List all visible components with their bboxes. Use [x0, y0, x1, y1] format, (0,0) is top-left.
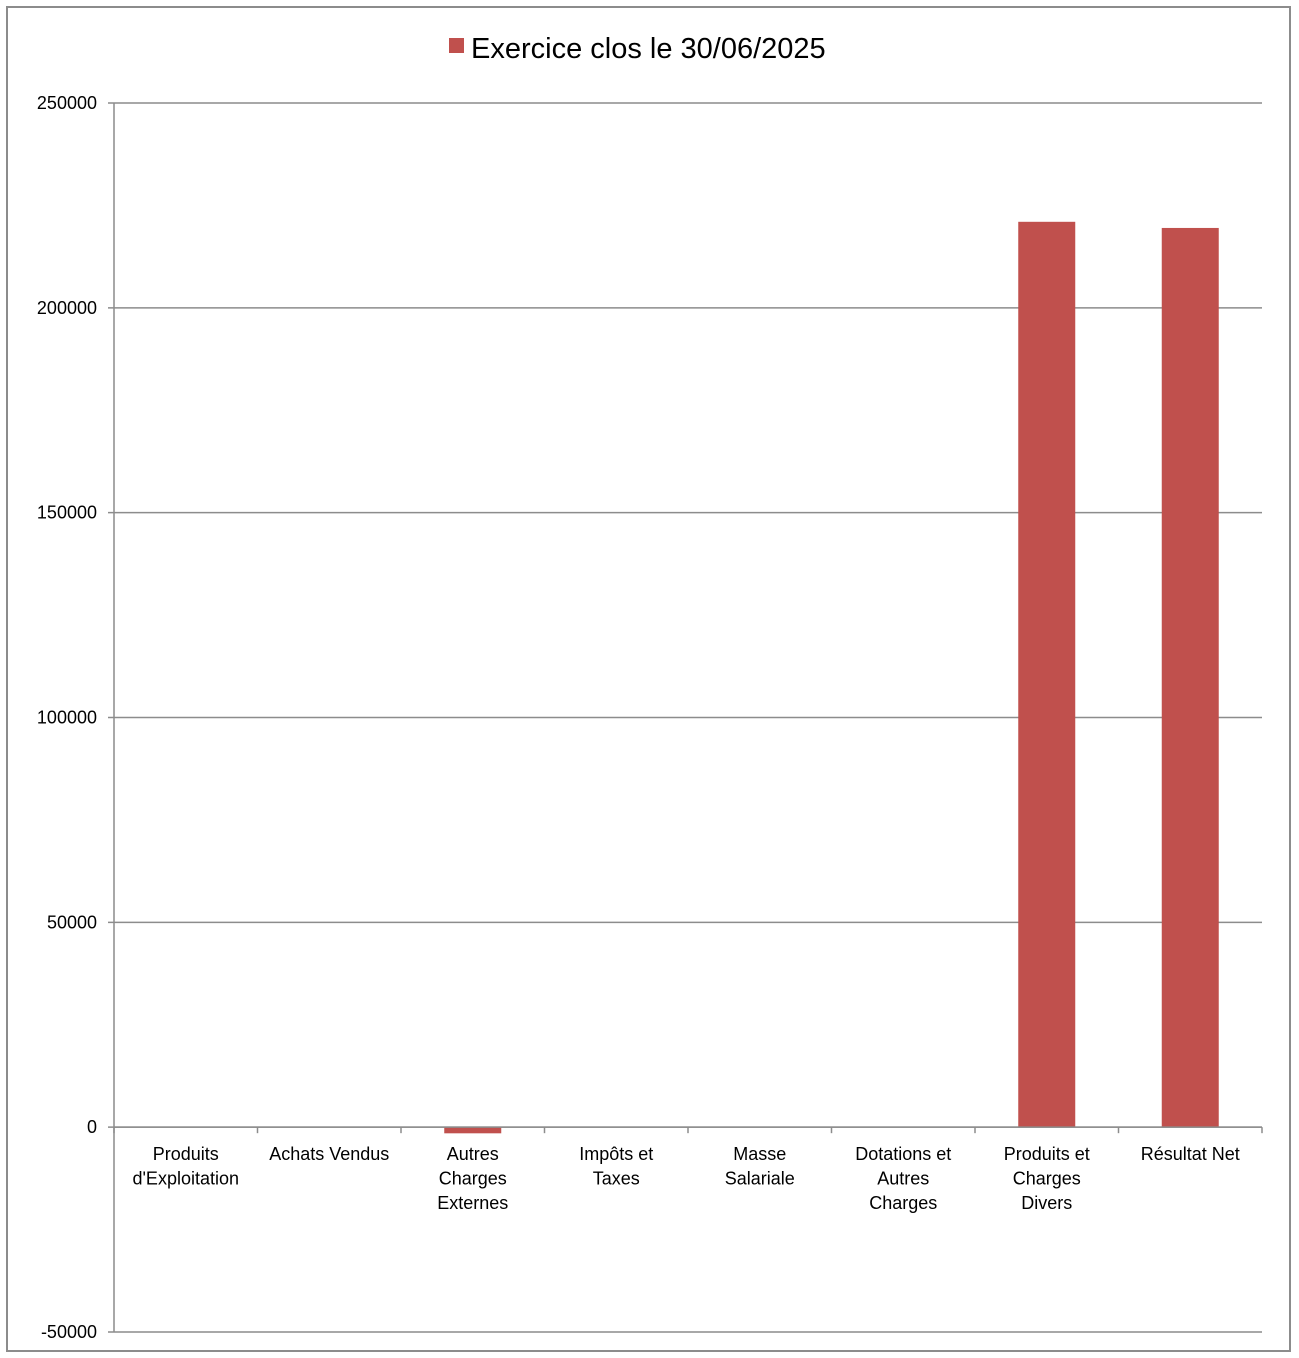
x-category-label-line: Salariale	[725, 1169, 795, 1189]
y-tick-label: 50000	[47, 912, 97, 932]
x-category-label-line: Charges	[1013, 1169, 1081, 1189]
x-category-label-line: Charges	[869, 1193, 937, 1213]
x-category-label: Dotations et Autres Charges	[855, 1144, 951, 1213]
y-tick-label: 100000	[37, 708, 97, 728]
y-tick-label: -50000	[41, 1322, 97, 1342]
y-tick-label: 250000	[37, 93, 97, 113]
x-category-label: Impôts et Taxes	[579, 1144, 653, 1189]
x-category-label-line: Achats Vendus	[269, 1144, 389, 1164]
legend: Exercice clos le 30/06/2025	[449, 33, 826, 65]
x-category-label: Résultat Net	[1141, 1144, 1240, 1164]
x-category-label-line: Produits	[153, 1144, 219, 1164]
y-axis-tick-labels: 250000 200000 150000 100000 50000 0 -50000	[37, 93, 97, 1342]
x-category-label-line: Impôts et	[579, 1144, 653, 1164]
x-category-label-line: Masse	[733, 1144, 786, 1164]
bars	[444, 221, 1219, 1134]
y-tick-label: 150000	[37, 503, 97, 523]
axes	[113, 103, 1263, 1332]
bar	[1018, 221, 1076, 1128]
x-category-label-line: Résultat Net	[1141, 1144, 1240, 1164]
y-tick-label: 0	[87, 1117, 97, 1137]
x-category-label-line: Produits et	[1004, 1144, 1090, 1164]
y-tick-label: 200000	[37, 298, 97, 318]
x-category-label: Achats Vendus	[269, 1144, 389, 1164]
x-category-label-line: Divers	[1021, 1193, 1072, 1213]
x-axis-category-labels: Produits d'Exploitation Achats Vendus Autre…	[132, 1144, 1239, 1213]
x-category-label: Masse Salariale	[725, 1144, 795, 1189]
x-category-label-line: d'Exploitation	[132, 1169, 239, 1189]
legend-swatch	[449, 38, 464, 53]
x-category-label-line: Dotations et	[855, 1144, 951, 1164]
x-category-label-line: Taxes	[593, 1169, 640, 1189]
bar	[1161, 227, 1219, 1128]
x-category-label-line: Autres	[877, 1169, 929, 1189]
x-category-label: Produits et Charges Divers	[1004, 1144, 1090, 1213]
legend-label: Exercice clos le 30/06/2025	[471, 33, 826, 65]
x-category-label-line: Externes	[437, 1193, 508, 1213]
x-category-label-line: Charges	[439, 1169, 507, 1189]
x-category-label-line: Autres	[447, 1144, 499, 1164]
x-category-label: Autres Charges Externes	[437, 1144, 508, 1213]
x-category-label: Produits d'Exploitation	[132, 1144, 239, 1189]
bar	[444, 1127, 502, 1134]
